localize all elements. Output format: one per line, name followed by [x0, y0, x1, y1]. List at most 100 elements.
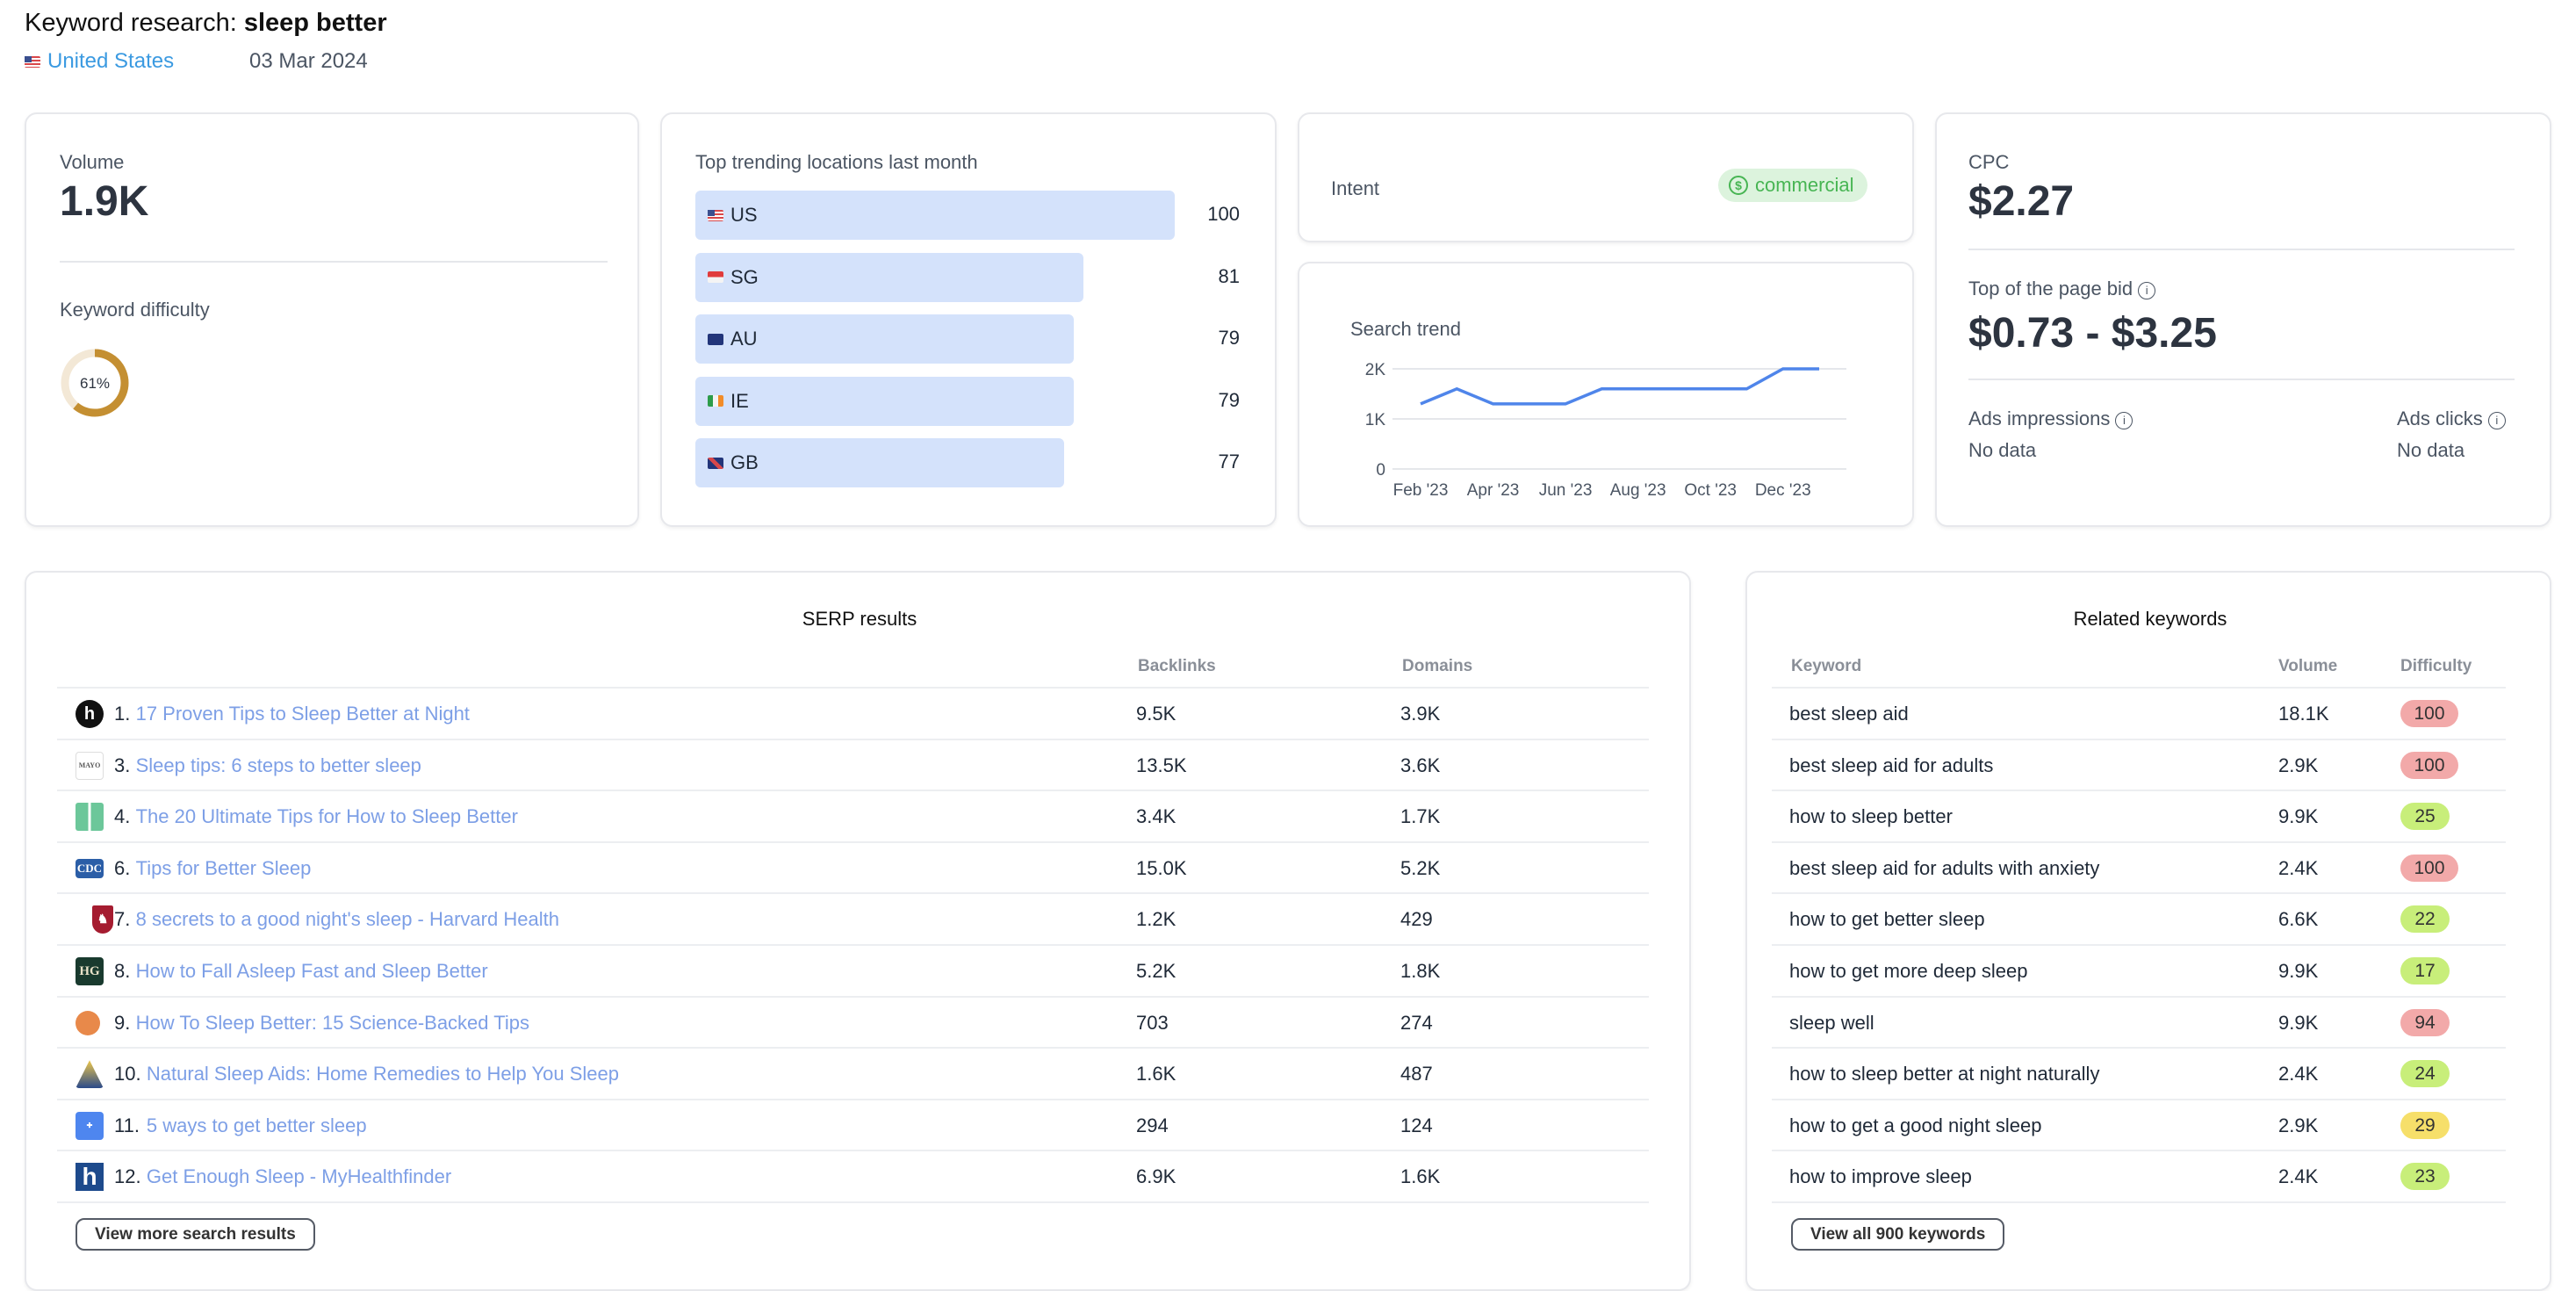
serp-result-link[interactable]: Natural Sleep Aids: Home Remedies to Hel…: [147, 1049, 619, 1099]
serp-row: 9.How To Sleep Better: 15 Science-Backed…: [57, 996, 1649, 1048]
serp-result-link[interactable]: 5 ways to get better sleep: [147, 1100, 367, 1150]
serp-result-link[interactable]: How To Sleep Better: 15 Science-Backed T…: [136, 998, 529, 1048]
divider: [57, 1201, 1649, 1203]
view-more-results-button[interactable]: View more search results: [76, 1218, 315, 1251]
hopkins-favicon-icon: [76, 1060, 104, 1088]
location-value: 100: [1176, 203, 1240, 226]
info-icon[interactable]: i: [2488, 412, 2506, 429]
serp-result-link[interactable]: How to Fall Asleep Fast and Sleep Better: [136, 946, 488, 996]
keyword-volume: 2.9K: [2278, 740, 2318, 790]
domains-value: 1.7K: [1400, 791, 1440, 841]
location-value: 79: [1176, 389, 1240, 412]
y-tick-label: 2K: [1365, 361, 1386, 379]
info-icon[interactable]: i: [2115, 412, 2133, 429]
flag-icon: [708, 458, 723, 469]
location-code: IE: [730, 390, 749, 413]
backlinks-value: 15.0K: [1136, 843, 1187, 893]
flag-icon: [708, 395, 723, 407]
backlinks-value: 5.2K: [1136, 946, 1176, 996]
domains-value: 487: [1400, 1049, 1433, 1099]
trend-line: [1421, 369, 1819, 404]
harvard-favicon-icon: ♞: [92, 905, 113, 934]
country-link[interactable]: United States: [25, 49, 174, 74]
location-bar: IE: [695, 377, 1074, 426]
flag-icon: [708, 271, 723, 283]
view-all-keywords-button[interactable]: View all 900 keywords: [1791, 1218, 2004, 1251]
x-tick-label: Dec '23: [1755, 481, 1811, 500]
serp-rank: 8.: [114, 946, 130, 996]
keyword-link[interactable]: how to sleep better at night naturally: [1789, 1049, 2099, 1099]
divider: [1772, 1201, 2506, 1203]
x-tick-label: Apr '23: [1467, 481, 1520, 500]
volume-card: Volume 1.9K Keyword difficulty 61%: [25, 112, 639, 527]
keyword-link[interactable]: best sleep aid: [1789, 689, 1909, 739]
serp-rank: 1.: [114, 689, 130, 739]
backlinks-value: 703: [1136, 998, 1169, 1048]
keyword-link[interactable]: how to improve sleep: [1789, 1151, 1972, 1201]
location-bar: AU: [695, 314, 1074, 364]
location-value: 79: [1176, 327, 1240, 350]
serp-result-link[interactable]: Get Enough Sleep - MyHealthfinder: [147, 1151, 451, 1201]
orange-circle-favicon-icon: [76, 1011, 100, 1035]
location-bar: US: [695, 191, 1175, 240]
keyword-link[interactable]: sleep well: [1789, 998, 1874, 1048]
location-code: SG: [730, 266, 759, 289]
keyword-link[interactable]: best sleep aid for adults: [1789, 740, 1993, 790]
page-title: Keyword research: sleep better: [25, 9, 387, 38]
impressions-value: No data: [1968, 439, 2036, 462]
keyword-link[interactable]: how to sleep better: [1789, 791, 1953, 841]
keyword-link[interactable]: best sleep aid for adults with anxiety: [1789, 843, 2099, 893]
backlinks-value: 294: [1136, 1100, 1169, 1150]
keyword-volume: 9.9K: [2278, 791, 2318, 841]
serp-result-link[interactable]: Sleep tips: 6 steps to better sleep: [136, 740, 421, 790]
difficulty-badge: 24: [2400, 1060, 2450, 1087]
serp-result-link[interactable]: Tips for Better Sleep: [136, 843, 312, 893]
difficulty-badge: 17: [2400, 957, 2450, 984]
divider: [60, 261, 608, 263]
location-code: AU: [730, 328, 758, 350]
domains-value: 5.2K: [1400, 843, 1440, 893]
keyword-volume: 9.9K: [2278, 946, 2318, 996]
serp-rank: 4.: [114, 791, 130, 841]
y-tick-label: 1K: [1365, 411, 1386, 429]
serp-result-link[interactable]: The 20 Ultimate Tips for How to Sleep Be…: [136, 791, 518, 841]
difficulty-badge: 100: [2400, 700, 2458, 727]
flag-icon: [708, 334, 723, 345]
keyword-link[interactable]: how to get better sleep: [1789, 894, 1985, 944]
serp-result-link[interactable]: 17 Proven Tips to Sleep Better at Night: [136, 689, 470, 739]
mayo-blue-favicon-icon: ✚: [76, 1112, 104, 1140]
difficulty-percent: 61%: [80, 375, 110, 392]
clicks-value: No data: [2397, 439, 2464, 462]
domains-value: 1.8K: [1400, 946, 1440, 996]
x-tick-label: Feb '23: [1393, 481, 1449, 500]
keyword-volume: 18.1K: [2278, 689, 2329, 739]
keyword-link[interactable]: how to get a good night sleep: [1789, 1100, 2041, 1150]
serp-result-link[interactable]: 8 secrets to a good night's sleep - Harv…: [136, 894, 559, 944]
dollar-circle-icon: $: [1729, 176, 1748, 195]
keyword-link[interactable]: how to get more deep sleep: [1789, 946, 2028, 996]
x-tick-label: Jun '23: [1539, 481, 1593, 500]
intent-badge: $commercial: [1718, 169, 1867, 202]
us-flag-icon: [25, 56, 40, 68]
cdc-favicon-icon: CDC: [76, 859, 104, 878]
keyword-volume: 6.6K: [2278, 894, 2318, 944]
domains-value: 3.6K: [1400, 740, 1440, 790]
domains-value: 1.6K: [1400, 1151, 1440, 1201]
backlinks-value: 1.2K: [1136, 894, 1176, 944]
domains-value: 124: [1400, 1100, 1433, 1150]
domains-value: 274: [1400, 998, 1433, 1048]
info-icon[interactable]: i: [2138, 282, 2155, 299]
serp-row: 10.Natural Sleep Aids: Home Remedies to …: [57, 1047, 1649, 1099]
report-date: 03 Mar 2024: [249, 49, 368, 74]
serp-rank: 6.: [114, 843, 130, 893]
keyword-volume: 2.4K: [2278, 1151, 2318, 1201]
keyword: sleep better: [244, 9, 387, 37]
